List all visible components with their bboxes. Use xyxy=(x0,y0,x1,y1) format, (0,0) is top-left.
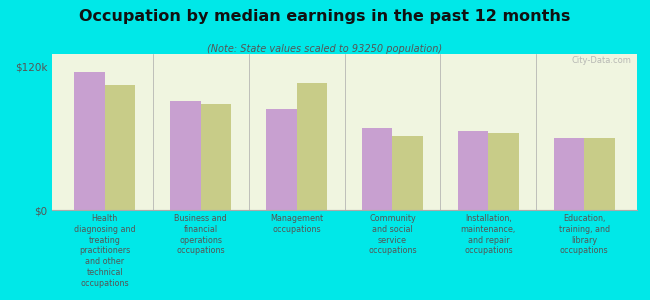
Text: City-Data.com: City-Data.com xyxy=(571,56,631,64)
Text: (Note: State values scaled to 93250 population): (Note: State values scaled to 93250 popu… xyxy=(207,44,443,53)
Bar xyxy=(393,136,423,210)
Bar xyxy=(296,83,327,210)
Bar xyxy=(266,109,296,210)
Bar xyxy=(458,131,488,210)
Bar xyxy=(488,133,519,210)
Text: Occupation by median earnings in the past 12 months: Occupation by median earnings in the pas… xyxy=(79,9,571,24)
Bar xyxy=(74,72,105,210)
Bar xyxy=(201,104,231,210)
Bar xyxy=(362,128,393,210)
Bar xyxy=(584,138,615,210)
Bar xyxy=(170,101,201,210)
Bar xyxy=(105,85,135,210)
Bar xyxy=(554,138,584,210)
